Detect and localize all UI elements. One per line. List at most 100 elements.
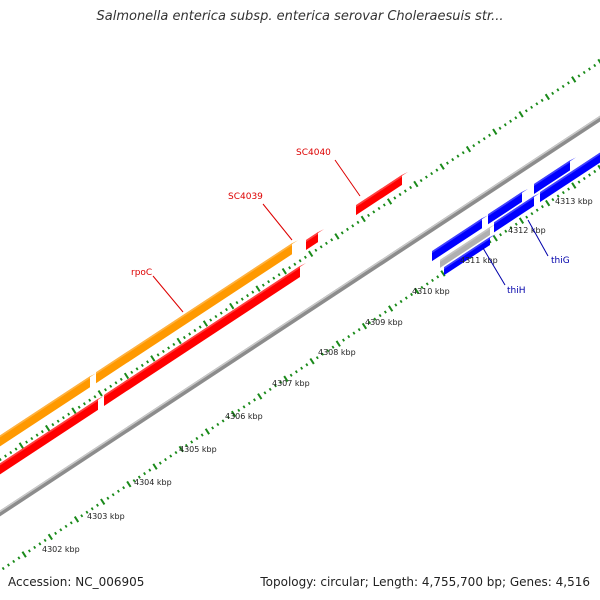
tick-mark	[116, 489, 120, 493]
tick-mark	[577, 74, 581, 78]
gene-sc4039[interactable]	[306, 232, 318, 251]
tick-mark	[88, 398, 92, 402]
tick-mark	[6, 563, 10, 567]
tick-mark	[314, 248, 318, 252]
tick-mark	[357, 328, 361, 332]
tick-mark	[273, 384, 277, 388]
gene-blue-f[interactable]	[540, 152, 600, 203]
tick-mark	[556, 88, 560, 92]
tick-mark	[126, 480, 132, 488]
tick-mark	[279, 380, 283, 384]
tick-mark	[221, 419, 225, 423]
tick-mark	[150, 355, 156, 362]
gene-blue-b[interactable]	[488, 191, 522, 225]
tick-mark	[95, 503, 99, 507]
tick-mark	[161, 349, 165, 354]
lower-tick-row	[1, 164, 600, 570]
tick-mark	[509, 226, 513, 230]
gene-rpoc-orange-a[interactable]	[0, 376, 90, 453]
tick-mark	[540, 205, 544, 209]
tick-mark	[504, 229, 508, 233]
tick-mark	[367, 213, 370, 218]
tick-mark	[137, 475, 141, 479]
tick-mark	[277, 273, 281, 277]
tick-mark	[461, 151, 465, 155]
tick-mark	[140, 363, 144, 367]
tick-mark	[346, 227, 349, 231]
tick-mark	[335, 340, 341, 347]
scale-label: 4310 kbp	[412, 287, 450, 296]
tick-mark	[235, 301, 239, 305]
gene-rpoc-orange-b[interactable]	[96, 243, 292, 384]
tick-mark	[382, 203, 386, 207]
tick-mark	[518, 111, 524, 118]
tick-mark	[214, 314, 218, 319]
gene-grey[interactable]	[440, 226, 490, 268]
scale-label: 4305 kbp	[179, 445, 217, 454]
tick-mark	[247, 401, 251, 405]
tick-mark	[12, 559, 16, 564]
tick-mark	[398, 192, 402, 197]
gene-sc4040[interactable]	[356, 174, 402, 216]
tick-mark	[305, 363, 309, 367]
scale-label: 4313 kbp	[555, 197, 593, 206]
gene-red-b[interactable]	[104, 266, 300, 406]
tick-mark	[414, 287, 420, 295]
gene-label-sc4040[interactable]: SC4040	[296, 148, 331, 158]
tick-mark	[540, 98, 544, 102]
tick-mark	[439, 163, 445, 170]
tick-mark	[106, 496, 110, 500]
tick-mark	[551, 198, 555, 202]
tick-mark	[61, 416, 65, 420]
tick-mark	[25, 440, 29, 444]
tick-mark	[588, 173, 592, 177]
tick-mark	[17, 556, 21, 560]
gene-label-rpoc[interactable]: rpoC	[131, 268, 152, 278]
gene-sc4040-bevel	[356, 171, 408, 206]
scale-label: 4303 kbp	[87, 512, 125, 521]
tick-mark	[82, 402, 86, 406]
tick-mark	[410, 292, 414, 297]
gene-blue-e[interactable]	[494, 196, 534, 233]
tick-mark	[204, 428, 210, 435]
tick-mark	[0, 457, 2, 462]
tick-mark	[202, 320, 209, 327]
tick-mark	[289, 373, 293, 377]
tick-mark	[588, 67, 591, 71]
tick-mark	[566, 81, 570, 85]
tick-mark	[298, 259, 302, 263]
tick-mark	[184, 443, 188, 448]
tick-mark	[263, 391, 267, 395]
gene-blue-a[interactable]	[432, 218, 482, 262]
tick-mark	[90, 507, 94, 511]
rpoc-callout-line	[152, 275, 184, 313]
gene-blue-d[interactable]	[444, 236, 490, 276]
tick-mark	[425, 282, 429, 286]
tick-mark	[268, 387, 272, 391]
tick-mark	[219, 311, 223, 315]
scale-label: 4306 kbp	[225, 412, 263, 421]
tick-mark	[503, 123, 507, 127]
gene-label-thig[interactable]: thiG	[551, 256, 570, 266]
gene-red-a[interactable]	[0, 398, 98, 481]
tick-mark	[69, 521, 73, 525]
tick-mark	[97, 389, 103, 397]
tick-mark	[431, 278, 434, 283]
tick-mark	[156, 353, 160, 357]
gene-red-a-bevel	[0, 395, 104, 465]
gene-label-sc4039[interactable]: SC4039	[228, 192, 263, 202]
tick-mark	[172, 342, 176, 347]
gene-label-thih[interactable]: thiH	[507, 286, 526, 296]
map-title: Salmonella enterica subsp. enterica sero…	[96, 9, 504, 24]
tick-mark	[71, 407, 77, 414]
tick-mark	[33, 545, 37, 550]
gene-rpoc-orange-a-bevel	[0, 373, 96, 437]
tick-mark	[309, 357, 315, 365]
tick-mark	[509, 119, 513, 123]
tick-mark	[383, 310, 387, 314]
tick-mark	[109, 384, 113, 388]
tick-mark	[293, 262, 297, 266]
tick-mark	[535, 208, 539, 212]
tick-mark	[152, 463, 158, 470]
gene-blue-c[interactable]	[534, 160, 570, 195]
